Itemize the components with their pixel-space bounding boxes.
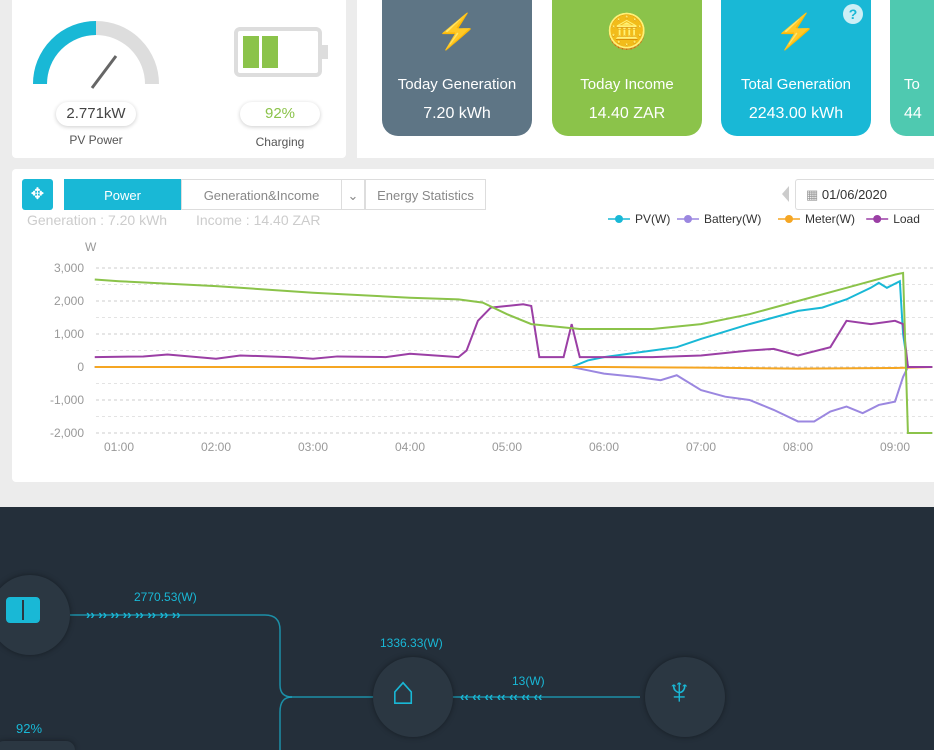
x-tick-label: 02:00 xyxy=(201,440,231,454)
tab-power[interactable]: Power xyxy=(64,179,181,210)
legend-marker xyxy=(873,215,882,223)
y-tick-label: 3,000 xyxy=(54,261,84,275)
card-total-generation: ⚡ ? Total Generation 2243.00 kWh xyxy=(721,0,871,136)
card-title: To xyxy=(904,76,920,93)
x-tick-label: 01:00 xyxy=(104,440,134,454)
svg-text:›› ›› ›› ›› ›› ›› ›› ››: ›› ›› ›› ›› ›› ›› ›› ›› xyxy=(86,607,181,622)
tab-generation-income[interactable]: Generation&Income xyxy=(181,179,341,210)
x-tick-label: 05:00 xyxy=(492,440,522,454)
pv-power-flow: 2770.53(W) xyxy=(134,590,197,604)
x-tick-label: 04:00 xyxy=(395,440,425,454)
house-icon: ⌂ xyxy=(391,669,416,713)
card-title: Today Generation xyxy=(397,76,517,93)
x-tick-label: 06:00 xyxy=(589,440,619,454)
help-icon[interactable]: ? xyxy=(843,4,863,24)
card-today-income: 🪙 Today Income 14.40 ZAR xyxy=(552,0,702,136)
grid-node[interactable]: ♆ xyxy=(645,657,725,737)
series-line-Meter(W) xyxy=(94,366,933,370)
card-value: 7.20 kWh xyxy=(423,105,491,122)
pv-power-label: PV Power xyxy=(69,133,123,147)
svg-text:‹‹ ‹‹ ‹‹ ‹‹ ‹‹ ‹‹ ‹‹: ‹‹ ‹‹ ‹‹ ‹‹ ‹‹ ‹‹ ‹‹ xyxy=(460,689,542,704)
solar-panel-icon xyxy=(6,597,40,623)
lightning-icon: ⚡ xyxy=(435,13,479,51)
legend-marker xyxy=(684,215,692,223)
generation-summary: Generation : 7.20 kWh xyxy=(27,212,168,228)
y-tick-label: 1,000 xyxy=(54,327,84,341)
card-value: 44 xyxy=(904,105,922,122)
power-tower-icon: ♆ xyxy=(665,671,694,713)
home-power-flow: 1336.33(W) xyxy=(380,636,443,650)
chevron-down-icon[interactable]: ⌄ xyxy=(341,179,365,210)
legend-label: Load xyxy=(893,212,920,226)
y-tick-label: 2,000 xyxy=(54,294,84,308)
legend-marker xyxy=(785,215,793,223)
series-line-Load xyxy=(94,303,933,368)
date-value: 01/06/2020 xyxy=(821,187,887,202)
legend-marker xyxy=(615,215,623,223)
legend-label: Meter(W) xyxy=(805,212,855,226)
date-picker[interactable]: ▦ 01/06/2020 xyxy=(795,179,934,210)
coins-icon: 🪙 xyxy=(605,13,649,51)
card-today-generation: ⚡ Today Generation 7.20 kWh xyxy=(382,0,532,136)
power-chart-panel: ✥ Power Generation&Income ⌄ Energy Stati… xyxy=(12,169,934,482)
income-summary: Income : 14.40 ZAR xyxy=(196,212,321,228)
home-node[interactable]: ⌂ xyxy=(373,657,453,737)
x-tick-label: 09:00 xyxy=(880,440,910,454)
y-axis-label: W xyxy=(85,240,97,254)
prev-date-icon[interactable] xyxy=(782,186,789,202)
card-title: Today Income xyxy=(580,76,674,93)
flow-lines: ›› ›› ›› ›› ›› ›› ›› ›› ‹‹ ‹‹ ‹‹ ‹‹ ‹‹ ‹… xyxy=(70,607,640,750)
y-tick-label: 0 xyxy=(77,360,84,374)
pv-battery-panel: 2.771kW PV Power 92% Charging xyxy=(12,0,346,158)
series-line-series-4 xyxy=(94,271,933,434)
x-tick-label: 08:00 xyxy=(783,440,813,454)
y-tick-label: -2,000 xyxy=(50,426,84,440)
lightning-icon: ⚡ xyxy=(774,13,818,51)
battery-soc-value: 92% xyxy=(240,102,320,126)
tab-energy-statistics[interactable]: Energy Statistics xyxy=(365,179,486,210)
card-value: 14.40 ZAR xyxy=(588,105,666,122)
battery-icon xyxy=(234,27,328,77)
calendar-icon: ▦ xyxy=(806,187,819,202)
battery-node[interactable] xyxy=(0,741,75,750)
series-line-Battery(W) xyxy=(94,366,933,423)
energy-flow-panel: ›› ›› ›› ›› ›› ›› ›› ›› ‹‹ ‹‹ ‹‹ ‹‹ ‹‹ ‹… xyxy=(0,507,934,750)
card-partial: To 44 xyxy=(890,0,934,136)
legend-label: Battery(W) xyxy=(704,212,761,226)
card-value: 2243.00 kWh xyxy=(748,105,844,122)
pv-gauge-icon xyxy=(33,21,159,89)
battery-soc-flow: 92% xyxy=(16,721,43,736)
pv-node[interactable] xyxy=(0,575,70,655)
battery-status-label: Charging xyxy=(255,135,305,149)
power-line-chart: W3,000 2,000 1,000 0 -1,000 -2,000 01:00 02:00 0… xyxy=(50,212,934,454)
card-title: Total Generation xyxy=(740,76,852,93)
summary-cards: ⚡ Today Generation 7.20 kWh 🪙 Today Inco… xyxy=(357,0,934,158)
flow-arrows: ›› ›› ›› ›› ›› ›› ›› ›› ‹‹ ‹‹ ‹‹ ‹‹ ‹‹ ‹… xyxy=(86,607,542,704)
grid-power-flow: 13(W) xyxy=(512,674,545,688)
legend-label: PV(W) xyxy=(635,212,670,226)
y-tick-label: -1,000 xyxy=(50,393,84,407)
x-tick-label: 07:00 xyxy=(686,440,716,454)
x-tick-label: 03:00 xyxy=(298,440,328,454)
pv-power-value: 2.771kW xyxy=(56,102,136,126)
move-icon[interactable]: ✥ xyxy=(22,179,53,210)
